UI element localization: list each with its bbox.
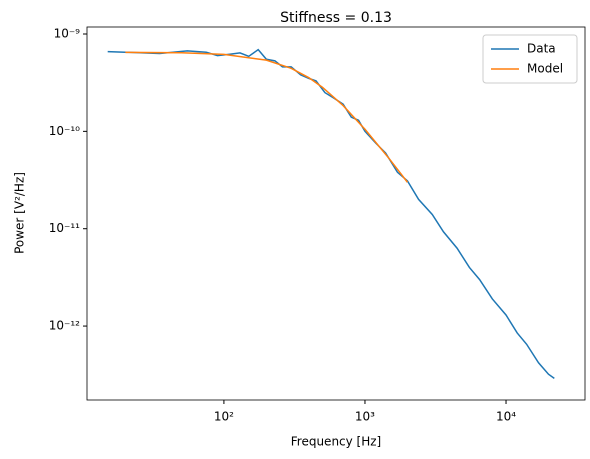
y-tick-label: 10⁻⁹ bbox=[54, 26, 81, 40]
y-axis-label: Power [V²/Hz] bbox=[13, 172, 27, 254]
x-tick-label: 10³ bbox=[355, 410, 375, 424]
legend-label: Model bbox=[527, 62, 563, 76]
x-tick-label: 10⁴ bbox=[496, 410, 516, 424]
x-axis-label: Frequency [Hz] bbox=[291, 435, 382, 449]
y-tick-label: 10⁻¹⁰ bbox=[49, 124, 80, 138]
chart-title: Stiffness = 0.13 bbox=[280, 10, 392, 26]
legend-box bbox=[482, 34, 578, 84]
y-tick-label: 10⁻¹¹ bbox=[49, 221, 80, 235]
data-line bbox=[107, 48, 555, 380]
data-line bbox=[125, 51, 409, 183]
x-tick-label: 10² bbox=[214, 410, 234, 424]
plot-frame bbox=[86, 26, 586, 401]
y-tick-label: 10⁻¹² bbox=[49, 319, 80, 333]
legend-label: Data bbox=[527, 42, 556, 56]
